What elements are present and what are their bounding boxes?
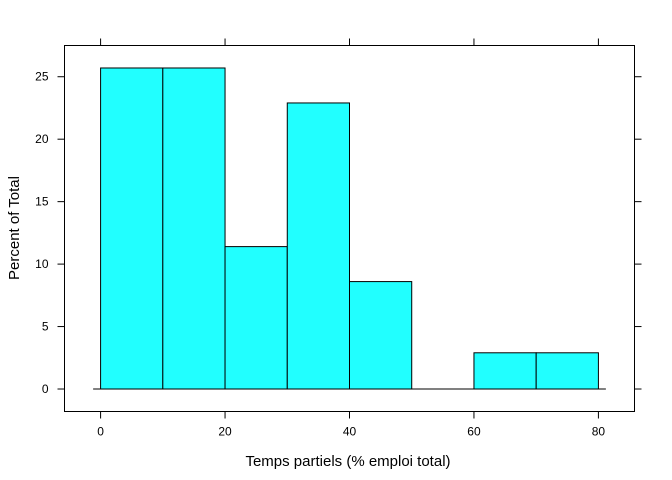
histogram-bar-2 [224, 246, 288, 390]
y-tick-label: 0 [42, 382, 49, 396]
histogram-bar-0 [100, 67, 164, 390]
x-tick-label: 0 [97, 425, 104, 439]
y-tick-label: 10 [35, 257, 49, 271]
y-tick-label: 25 [35, 70, 49, 84]
histogram-bar-7 [535, 352, 599, 390]
histogram-bar-6 [473, 352, 537, 390]
bars-group [100, 67, 599, 390]
x-axis: 0 20 40 60 80 [97, 38, 606, 439]
y-axis-title: Percent of Total [6, 176, 23, 280]
histogram-bar-1 [162, 67, 226, 390]
histogram-bar-4 [349, 281, 413, 390]
y-tick-label: 15 [35, 195, 49, 209]
x-tick-label: 20 [218, 425, 232, 439]
y-tick-label: 20 [35, 132, 49, 146]
y-tick-label: 5 [42, 320, 49, 334]
x-axis-title: Temps partiels (% emploi total) [245, 453, 450, 470]
y-axis: 0 5 10 15 20 25 [35, 70, 642, 396]
x-tick-label: 80 [592, 425, 606, 439]
x-tick-label: 40 [343, 425, 357, 439]
x-tick-label: 60 [467, 425, 481, 439]
histogram-bar-3 [286, 102, 350, 390]
